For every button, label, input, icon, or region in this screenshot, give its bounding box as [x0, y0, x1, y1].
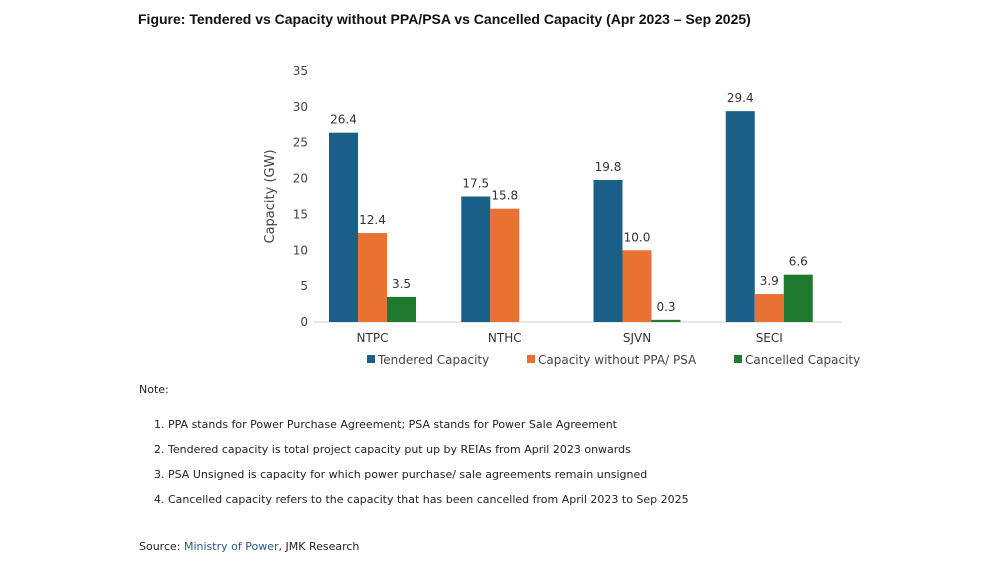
data-label: 26.4 [330, 113, 357, 127]
note-item: 3. PSA Unsigned is capacity for which po… [154, 468, 648, 481]
bar [622, 250, 652, 322]
bar [387, 296, 417, 322]
source-link[interactable]: Ministry of Power [183, 540, 279, 553]
bar [725, 111, 755, 322]
y-tick-label: 5 [300, 279, 308, 293]
legend-label: Tendered Capacity [377, 353, 489, 367]
x-tick-label: SJVN [623, 331, 651, 345]
note-item: 1. PPA stands for Power Purchase Agreeme… [154, 418, 617, 431]
y-tick-label: 15 [293, 207, 308, 221]
bar [593, 180, 623, 322]
data-label: 10.0 [624, 230, 651, 244]
data-label: 19.8 [595, 160, 622, 174]
legend-label: Capacity without PPA/ PSA [538, 353, 697, 367]
y-tick-label: 10 [293, 243, 308, 257]
data-label: 17.5 [462, 177, 489, 191]
bar [490, 208, 520, 322]
bar-chart: 0 5 10 15 20 25 30 35 Capacity (GW) NTPC 26.4 12.4 3… [263, 64, 860, 367]
y-tick-label: 35 [293, 64, 308, 78]
bar [651, 319, 681, 322]
x-tick-label: NTPC [357, 331, 389, 345]
legend-swatch [367, 355, 375, 363]
note-item: 4. Cancelled capacity refers to the capa… [154, 493, 689, 506]
data-label: 0.3 [656, 300, 675, 314]
y-tick-label: 0 [300, 315, 308, 329]
bar [329, 132, 359, 322]
data-label: 29.4 [727, 91, 754, 105]
y-axis-label: Capacity (GW) [263, 149, 278, 243]
data-label: 12.4 [359, 213, 386, 227]
source-line: Source: Ministry of Power, JMK Research [139, 540, 359, 553]
source-label: Source: [139, 540, 184, 553]
y-tick-label: 25 [293, 136, 308, 150]
bar [461, 196, 491, 322]
legend-label: Cancelled Capacity [745, 353, 860, 367]
data-label: 3.9 [760, 274, 779, 288]
x-tick-label: NTHC [488, 331, 522, 345]
figure-title: Figure: Tendered vs Capacity without PPA… [138, 11, 751, 27]
note-heading: Note: [139, 383, 169, 396]
y-tick-label: 20 [293, 172, 308, 186]
bar [783, 274, 813, 322]
data-label: 6.6 [789, 255, 808, 269]
legend-swatch [734, 355, 742, 363]
notes-list: 1. PPA stands for Power Purchase Agreeme… [154, 418, 689, 518]
legend-swatch [527, 355, 535, 363]
note-item: 2. Tendered capacity is total project ca… [154, 443, 631, 456]
data-label: 15.8 [491, 189, 518, 203]
bar [358, 233, 388, 322]
source-rest: , JMK Research [278, 540, 360, 553]
x-tick-label: SECI [756, 331, 783, 345]
y-tick-label: 30 [293, 100, 308, 114]
data-label: 3.5 [392, 277, 411, 291]
bar [754, 294, 784, 322]
